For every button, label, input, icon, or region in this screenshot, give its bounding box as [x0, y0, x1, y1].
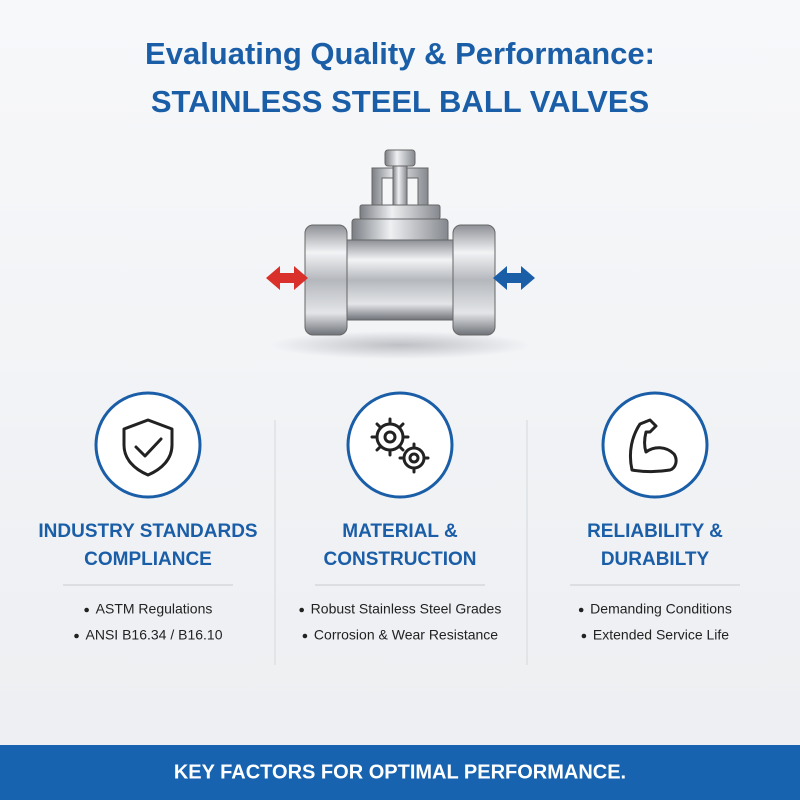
footer-bar: [0, 745, 800, 800]
footer-text: KEY FACTORS FOR OPTIMAL PERFORMANCE.: [174, 761, 626, 783]
bullet-dot: [581, 633, 587, 639]
bullet-text: ASTM Regulations: [96, 601, 213, 617]
bullet-dot: [84, 607, 89, 613]
column-title: INDUSTRY STANDARDS: [38, 521, 257, 542]
column-title: DURABILTY: [601, 549, 710, 570]
bullet-text: ANSI B16.34 / B16.10: [86, 627, 223, 643]
bullet-text: Robust Stainless Steel Grades: [311, 601, 502, 617]
bullet-text: Demanding Conditions: [590, 601, 732, 617]
title-line: STAINLESS STEEL BALL VALVES: [151, 84, 649, 119]
title-line: Evaluating Quality & Performance:: [145, 36, 655, 71]
flow-arrow: [266, 266, 308, 290]
column-title: RELIABILITY &: [587, 521, 723, 542]
valve-illustration: [266, 149, 535, 359]
column-title: COMPLIANCE: [84, 549, 212, 570]
icons: [122, 417, 678, 477]
column-title: CONSTRUCTION: [323, 549, 476, 570]
bullet-text: Extended Service Life: [593, 627, 729, 643]
bullet-dot: [74, 633, 79, 639]
column-title: MATERIAL &: [342, 521, 458, 542]
bullet-text: Corrosion & Wear Resistance: [314, 627, 498, 643]
bullet-dot: [578, 607, 584, 613]
bullet-dot: [302, 633, 308, 639]
flow-arrow: [493, 266, 535, 290]
bullet-dot: [299, 607, 304, 613]
